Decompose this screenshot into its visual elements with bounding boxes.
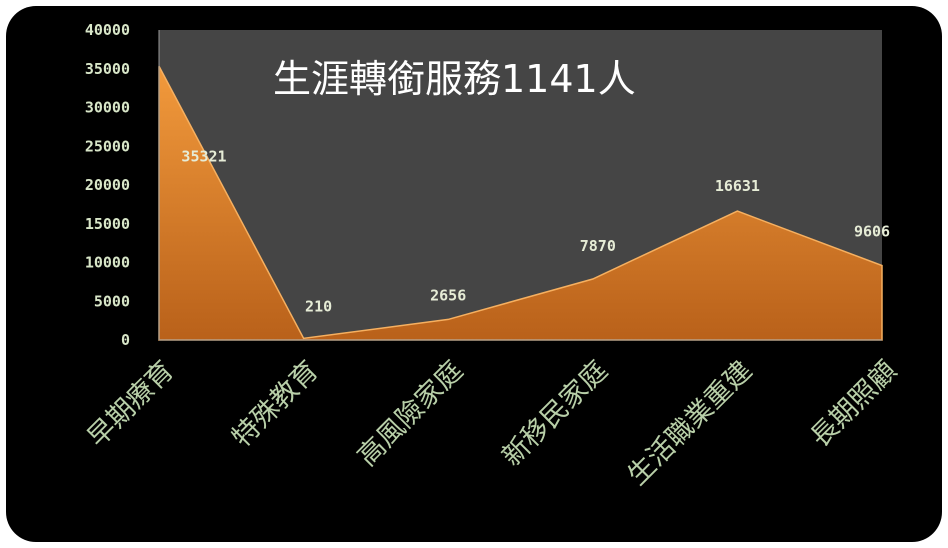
y-tick-label: 20000 <box>85 176 130 194</box>
x-category-label: 早期療育 <box>82 355 180 453</box>
x-category-label: 特殊教育 <box>226 355 324 453</box>
data-label: 7870 <box>580 237 616 255</box>
data-label: 9606 <box>854 223 890 241</box>
x-category-label: 長期照顧 <box>805 355 903 453</box>
data-label: 210 <box>305 297 332 315</box>
x-category-label: 生活職業重建 <box>622 355 758 491</box>
y-tick-label: 0 <box>121 331 130 349</box>
data-label: 35321 <box>181 147 226 165</box>
x-category-label: 高風險家庭 <box>352 355 469 472</box>
y-tick-label: 25000 <box>85 137 130 155</box>
x-category-label: 新移民家庭 <box>496 355 613 472</box>
y-tick-label: 40000 <box>85 21 130 39</box>
data-label: 16631 <box>715 177 760 195</box>
area-series <box>158 65 883 341</box>
chart-title: 生涯轉銜服務1141人 <box>273 57 636 101</box>
y-tick-label: 35000 <box>85 60 130 78</box>
y-tick-label: 5000 <box>94 292 130 310</box>
data-label: 2656 <box>430 286 466 304</box>
y-tick-label: 30000 <box>85 99 130 117</box>
y-tick-label: 10000 <box>85 254 130 272</box>
y-tick-label: 15000 <box>85 215 130 233</box>
